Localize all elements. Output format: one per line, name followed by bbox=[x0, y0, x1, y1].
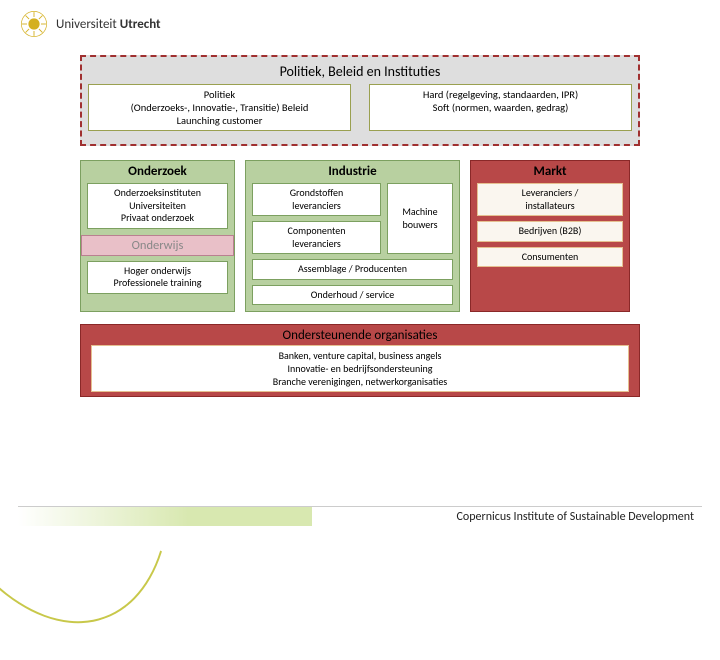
machinebouwers-cell: Machinebouwers bbox=[387, 183, 453, 254]
support-title: Ondersteunende organisaties bbox=[91, 328, 629, 345]
politiek-left-cell: Politiek(Onderzoeks-, Innovatie-, Transi… bbox=[88, 84, 351, 131]
section-ondersteunende: Ondersteunende organisaties Banken, vent… bbox=[80, 324, 640, 397]
sun-icon bbox=[20, 10, 48, 38]
onderhoud-cell: Onderhoud / service bbox=[252, 285, 453, 306]
column-markt: Markt Leveranciers /installateurs Bedrij… bbox=[470, 160, 630, 312]
componenten-cell: Componentenleveranciers bbox=[252, 221, 381, 254]
column-onderzoek: Onderzoek OnderzoeksinstitutenUniversite… bbox=[80, 160, 235, 312]
industrie-header: Industrie bbox=[252, 161, 453, 183]
footer: Copernicus Institute of Sustainable Deve… bbox=[18, 506, 702, 526]
consumenten-cell: Consumenten bbox=[477, 247, 623, 268]
onderwijs-header: Onderwijs bbox=[81, 235, 234, 256]
onderwijs-cell: Hoger onderwijsProfessionele training bbox=[87, 261, 228, 294]
assemblage-cell: Assemblage / Producenten bbox=[252, 259, 453, 280]
innovation-system-diagram: Politiek, Beleid en Instituties Politiek… bbox=[80, 55, 640, 397]
markt-header: Markt bbox=[477, 161, 623, 183]
grondstoffen-cell: Grondstoffenleveranciers bbox=[252, 183, 381, 216]
section-politiek: Politiek, Beleid en Instituties Politiek… bbox=[80, 55, 640, 146]
onderzoek-header: Onderzoek bbox=[87, 161, 228, 183]
university-name: Universiteit Utrecht bbox=[56, 17, 161, 32]
politiek-title: Politiek, Beleid en Instituties bbox=[88, 61, 632, 84]
onderzoek-instituten: OnderzoeksinstitutenUniversiteitenPrivaa… bbox=[87, 183, 228, 229]
footer-text: Copernicus Institute of Sustainable Deve… bbox=[457, 510, 694, 524]
support-body: Banken, venture capital, business angels… bbox=[91, 345, 629, 392]
university-logo: Universiteit Utrecht bbox=[20, 10, 161, 38]
bedrijven-cell: Bedrijven (B2B) bbox=[477, 221, 623, 242]
column-industrie: Industrie Grondstoffenleveranciers Compo… bbox=[245, 160, 460, 312]
politiek-right-cell: Hard (regelgeving, standaarden, IPR)Soft… bbox=[369, 84, 632, 131]
leveranciers-cell: Leveranciers /installateurs bbox=[477, 183, 623, 216]
